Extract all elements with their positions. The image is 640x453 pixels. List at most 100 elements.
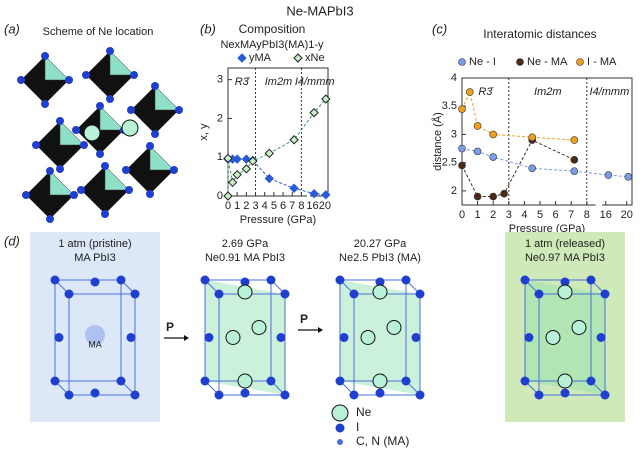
cell-face	[340, 280, 420, 395]
x-tick-label: 8	[298, 200, 304, 212]
state-condition: 1 atm (released)	[525, 238, 605, 250]
iodine-atom	[17, 76, 25, 84]
ne-atom	[360, 330, 376, 345]
marker	[458, 144, 466, 153]
marker	[458, 161, 466, 170]
iodine-atom	[415, 390, 425, 400]
cell-face	[205, 280, 285, 395]
x-tick-label: 16	[600, 209, 612, 221]
y-axis-label: distance (Å)	[431, 112, 444, 171]
marker	[321, 94, 331, 104]
phase-label: I4/mmm	[295, 76, 335, 88]
ne-atom	[571, 320, 587, 335]
x-tick-label: 20	[319, 200, 331, 212]
x-tick-label: 5	[271, 200, 277, 212]
legend-marker	[237, 53, 247, 63]
ne-atom	[372, 373, 388, 389]
iodine-atom	[146, 142, 154, 150]
legend-marker	[331, 404, 349, 422]
iodine-atom	[96, 102, 104, 110]
ne-atom	[557, 284, 573, 300]
legend-label: Ne - I	[469, 56, 496, 68]
x-axis-label: Pressure (GPa)	[509, 223, 585, 235]
x-axis-label: Pressure (GPa)	[240, 214, 316, 226]
series-line	[461, 148, 629, 178]
legend-label: xNe	[305, 52, 325, 64]
marker	[465, 88, 474, 96]
x-tick-label: 3	[506, 209, 512, 221]
panel-label: (a)	[4, 21, 20, 36]
octahedron-face	[149, 145, 175, 171]
panel-label: (d)	[4, 233, 20, 248]
series-line	[228, 158, 326, 196]
iodine-atom	[600, 289, 610, 299]
phase-label: R3̄	[478, 86, 494, 98]
ne-atom	[225, 330, 241, 345]
y-tick-label: 3	[451, 128, 457, 140]
phase-label: Im2m	[265, 76, 293, 88]
state-condition: 2.69 GPa	[222, 238, 269, 250]
iodine-atom	[41, 52, 49, 60]
iodine-atom	[127, 106, 135, 114]
y-tick-label: 1	[217, 151, 223, 163]
iodine-atom	[349, 289, 359, 299]
y-tick-label: 2	[217, 112, 223, 124]
iodine-atom	[130, 71, 138, 79]
iodine-atom	[560, 388, 570, 398]
ne-atom	[557, 373, 573, 389]
iodine-atom	[64, 390, 74, 400]
legend-marker	[337, 439, 343, 445]
octahedron-face	[49, 170, 75, 196]
x-tick-label: 4	[521, 209, 527, 221]
iodine-atom	[520, 376, 530, 386]
iodine-atom	[90, 277, 100, 287]
state-formula: Ne0.97 MA PbI3	[525, 252, 605, 264]
iodine-atom	[339, 333, 349, 342]
iodine-atom	[22, 191, 30, 199]
iodine-atom	[96, 150, 104, 158]
octahedron-face	[154, 85, 180, 111]
marker	[489, 192, 498, 201]
y-axis-label: x, y	[198, 123, 210, 141]
state-formula: MA PbI3	[74, 252, 116, 264]
iodine-atom	[126, 333, 136, 342]
ne-atom	[237, 284, 253, 300]
ne-atom	[545, 330, 561, 345]
iodine-atom	[411, 333, 421, 342]
x-tick-label: 5	[537, 209, 543, 221]
marker	[232, 154, 242, 164]
axis-break	[307, 193, 310, 199]
iodine-atom	[200, 376, 210, 386]
iodine-atom	[520, 275, 530, 285]
iodine-atom	[146, 190, 154, 198]
series-line	[227, 98, 327, 196]
phase-label: I4/mmm	[590, 86, 630, 98]
iodine-atom	[596, 333, 606, 342]
iodine-atom	[375, 277, 385, 287]
chart-title: Interatomic distances	[483, 27, 596, 41]
iodine-atom	[280, 289, 290, 299]
octahedron-face	[109, 50, 135, 76]
iodine-atom	[32, 141, 40, 149]
plot-frame	[227, 67, 329, 197]
iodine-atom	[349, 390, 359, 400]
iodine-atom	[534, 289, 544, 299]
marker	[473, 122, 482, 130]
iodine-atom	[50, 376, 60, 386]
iodine-atom	[80, 141, 88, 149]
x-tick-label: 20	[621, 209, 633, 221]
iodine-atom	[151, 82, 159, 90]
state-formula: Ne2.5 PbI3 (MA)	[339, 252, 421, 264]
iodine-atom	[77, 186, 85, 194]
iodine-atom	[524, 333, 534, 342]
x-tick-label: 6	[553, 209, 559, 221]
x-tick-label: 7	[289, 200, 295, 212]
plot-frame	[461, 77, 633, 206]
marker	[223, 153, 233, 164]
marker	[264, 173, 275, 184]
iodine-atom	[125, 186, 133, 194]
x-tick-label: 1	[234, 200, 240, 212]
iodine-atom	[266, 275, 276, 285]
iodine-atom	[214, 289, 224, 299]
